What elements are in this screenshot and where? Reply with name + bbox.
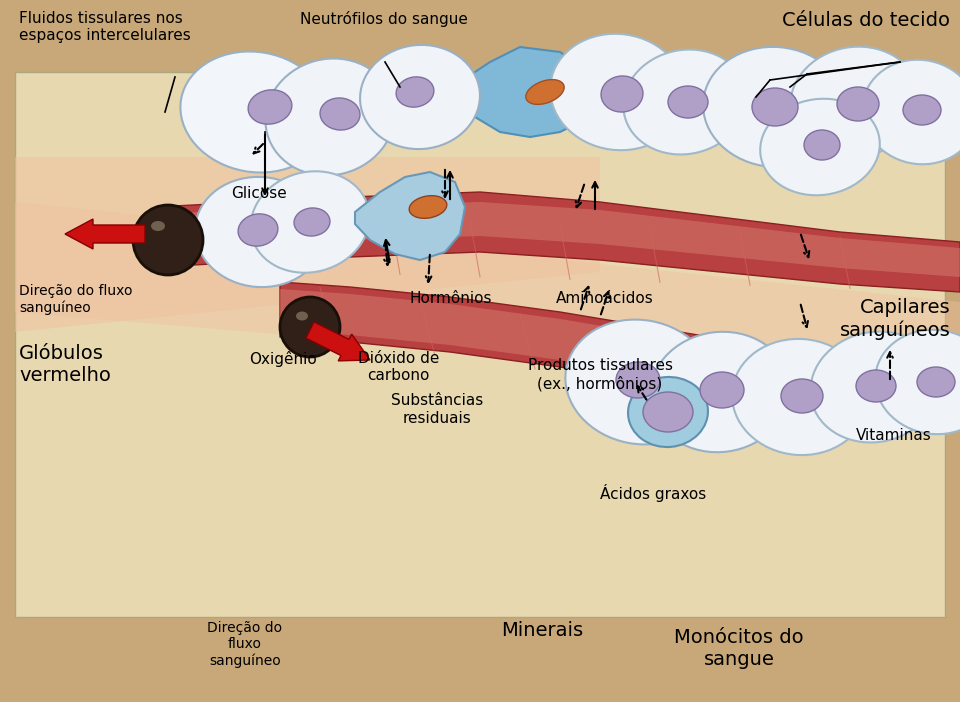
Ellipse shape — [790, 46, 920, 157]
Ellipse shape — [151, 221, 165, 231]
Polygon shape — [155, 192, 960, 292]
Ellipse shape — [565, 319, 714, 444]
Ellipse shape — [251, 171, 370, 273]
Ellipse shape — [876, 330, 960, 434]
Ellipse shape — [601, 76, 643, 112]
Ellipse shape — [409, 196, 446, 218]
Text: Capilares
sanguíneos: Capilares sanguíneos — [840, 298, 950, 340]
Text: Vitaminas: Vitaminas — [855, 428, 931, 443]
Ellipse shape — [668, 86, 708, 118]
Ellipse shape — [360, 45, 480, 149]
Ellipse shape — [643, 392, 693, 432]
Ellipse shape — [180, 51, 329, 173]
FancyArrow shape — [306, 322, 370, 361]
Ellipse shape — [396, 77, 434, 107]
Ellipse shape — [526, 79, 564, 105]
Ellipse shape — [248, 90, 292, 124]
Ellipse shape — [266, 58, 395, 176]
Text: Glóbulos
vermelho: Glóbulos vermelho — [19, 344, 111, 385]
FancyBboxPatch shape — [15, 72, 945, 617]
Text: Hormônios: Hormônios — [410, 291, 492, 306]
Ellipse shape — [700, 372, 744, 408]
Text: Fluidos tissulares nos
espaços intercelulares: Fluidos tissulares nos espaços intercelu… — [19, 11, 191, 43]
Text: Células do tecido: Células do tecido — [782, 11, 950, 29]
Ellipse shape — [141, 246, 169, 268]
Polygon shape — [280, 282, 960, 427]
Text: Direção do fluxo
sanguíneo: Direção do fluxo sanguíneo — [19, 284, 132, 315]
Text: Substâncias
residuais: Substâncias residuais — [391, 393, 483, 425]
Text: Aminoácidos: Aminoácidos — [556, 291, 654, 306]
Polygon shape — [155, 202, 960, 277]
Ellipse shape — [917, 367, 955, 397]
Text: Neutrófilos do sangue: Neutrófilos do sangue — [300, 11, 468, 27]
Ellipse shape — [804, 130, 840, 160]
Ellipse shape — [550, 34, 685, 150]
Ellipse shape — [195, 177, 324, 287]
Ellipse shape — [238, 214, 277, 246]
Polygon shape — [455, 47, 600, 137]
Ellipse shape — [703, 47, 847, 167]
Polygon shape — [355, 172, 465, 260]
Ellipse shape — [732, 339, 868, 455]
Text: Minerais: Minerais — [501, 621, 584, 640]
Ellipse shape — [856, 370, 896, 402]
Polygon shape — [15, 202, 960, 392]
Text: Produtos tissulares
(ex., hormônios): Produtos tissulares (ex., hormônios) — [527, 358, 673, 391]
Ellipse shape — [810, 331, 940, 442]
Ellipse shape — [294, 208, 330, 236]
Ellipse shape — [903, 95, 941, 125]
Text: Direção do
fluxo
sanguíneo: Direção do fluxo sanguíneo — [207, 621, 282, 668]
Ellipse shape — [296, 312, 308, 321]
Text: Glicose: Glicose — [231, 186, 287, 201]
Text: Oxigênio: Oxigênio — [250, 351, 317, 367]
Circle shape — [133, 205, 203, 275]
Text: Ácidos graxos: Ácidos graxos — [600, 484, 706, 503]
Ellipse shape — [628, 377, 708, 447]
Ellipse shape — [752, 88, 798, 126]
Polygon shape — [280, 289, 960, 419]
Ellipse shape — [650, 332, 790, 452]
Ellipse shape — [862, 60, 960, 164]
Text: Monócitos do
sangue: Monócitos do sangue — [674, 628, 804, 669]
Ellipse shape — [623, 50, 747, 154]
Ellipse shape — [320, 98, 360, 130]
Ellipse shape — [837, 87, 879, 121]
Ellipse shape — [760, 99, 879, 195]
Text: Dióxido de
carbono: Dióxido de carbono — [358, 351, 439, 383]
Polygon shape — [15, 157, 600, 332]
Ellipse shape — [616, 362, 660, 398]
Ellipse shape — [781, 379, 823, 413]
Circle shape — [280, 297, 340, 357]
FancyArrow shape — [65, 219, 145, 249]
